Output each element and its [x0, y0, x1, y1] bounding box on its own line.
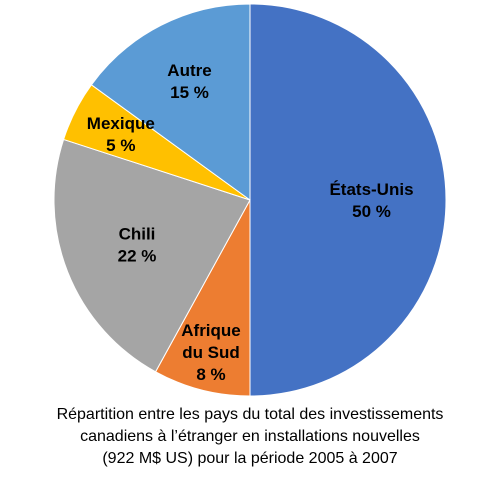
pie-slice-label-3-line-0: Mexique	[87, 114, 155, 133]
pie-slice-label-4: Autre 15 %	[167, 61, 211, 102]
caption-line-2: canadiens à l’étranger en installations …	[80, 428, 420, 445]
pie-slice-label-3-line-1: 5 %	[106, 136, 135, 155]
pie-slice-label-4-line-0: Autre	[167, 61, 211, 80]
caption-line-3: (922 M$ US) pour la période 2005 à 2007	[102, 450, 398, 467]
pie-slice-2	[53, 138, 251, 373]
pie-labels: États-Unis 50 % Afrique du Sud 8 % Chili 22 % M…	[87, 61, 414, 384]
pie-slice-label-2: Chili 22 %	[118, 225, 157, 266]
pie-slice-label-1: Afrique du Sud 8 %	[181, 321, 241, 384]
pie-slice-label-3: Mexique 5 %	[87, 114, 155, 155]
pie-slice-label-1-line-2: 8 %	[196, 365, 225, 384]
pie-chart: États-Unis 50 % Afrique du Sud 8 % Chili 22 % M…	[53, 3, 447, 397]
pie-slice-label-0-line-0: États-Unis	[329, 180, 413, 199]
pie-slice-4	[90, 3, 251, 201]
pie-slice-0	[249, 3, 447, 397]
pie-slices	[53, 3, 447, 397]
pie-slice-label-4-line-1: 15 %	[170, 83, 209, 102]
chart-caption: Répartition entre les pays du total des …	[0, 404, 500, 470]
pie-slice-label-0: États-Unis 50 %	[329, 180, 413, 221]
pie-slice-label-1-line-0: Afrique	[181, 321, 241, 340]
pie-slice-label-1-line-1: du Sud	[182, 343, 240, 362]
pie-slice-label-0-line-1: 50 %	[352, 202, 391, 221]
pie-slice-label-2-line-0: Chili	[119, 225, 156, 244]
pie-slice-label-2-line-1: 22 %	[118, 247, 157, 266]
pie-slice-1	[154, 199, 251, 397]
caption-line-1: Répartition entre les pays du total des …	[56, 406, 444, 423]
